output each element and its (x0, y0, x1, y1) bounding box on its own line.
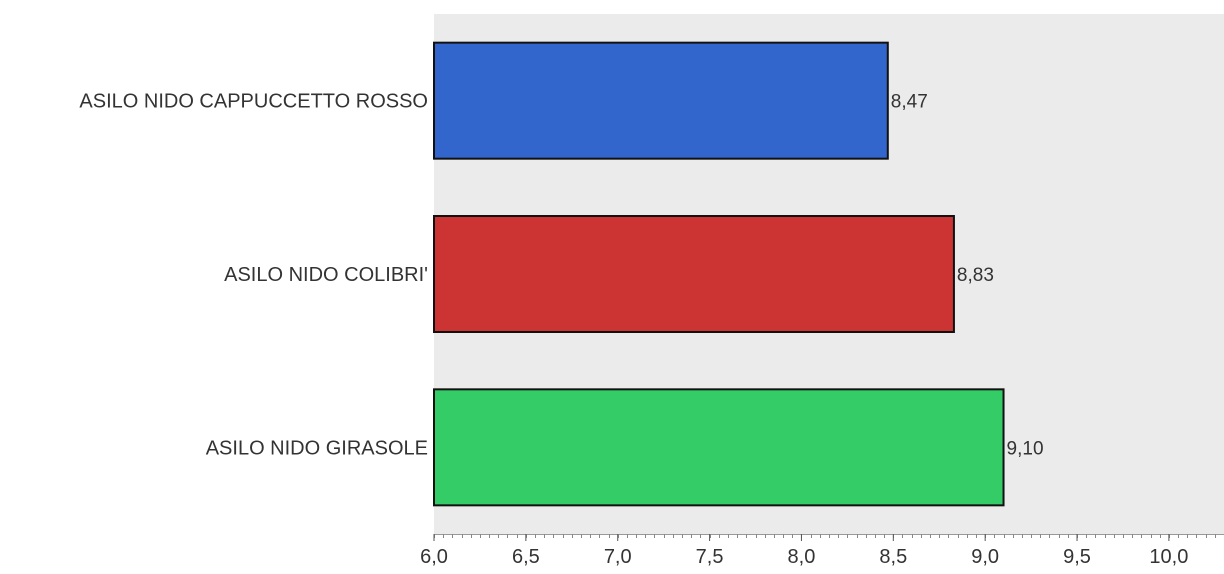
x-tick-label: 10,0 (1149, 546, 1188, 568)
value-labels-group: 8,47 8,83 9,10 (891, 92, 1044, 460)
x-tick-label: 9,0 (971, 546, 999, 568)
x-axis: 6,0 6,5 7,0 7,5 8,0 8,5 9,0 9,5 10,0 (420, 534, 1224, 568)
x-tick-label: 6,0 (420, 546, 448, 568)
category-label: ASILO NIDO CAPPUCCETTO ROSSO (79, 91, 428, 113)
x-tick-label: 7,5 (696, 546, 724, 568)
value-label: 9,10 (1007, 438, 1044, 459)
x-tick-label: 7,0 (604, 546, 632, 568)
value-label: 8,47 (891, 92, 928, 113)
x-tick-label: 8,0 (788, 546, 816, 568)
bar (433, 388, 1005, 507)
value-label: 8,83 (957, 265, 994, 286)
category-labels-group: ASILO NIDO CAPPUCCETTO ROSSO ASILO NIDO C… (79, 91, 428, 460)
x-tick-label: 8,5 (879, 546, 907, 568)
bar (433, 41, 889, 160)
bar (433, 215, 955, 333)
category-label: ASILO NIDO GIRASOLE (206, 437, 428, 459)
x-tick-label: 9,5 (1063, 546, 1091, 568)
bars-group (433, 41, 1005, 507)
x-tick-label: 6,5 (512, 546, 540, 568)
category-label: ASILO NIDO COLIBRI' (224, 264, 428, 286)
